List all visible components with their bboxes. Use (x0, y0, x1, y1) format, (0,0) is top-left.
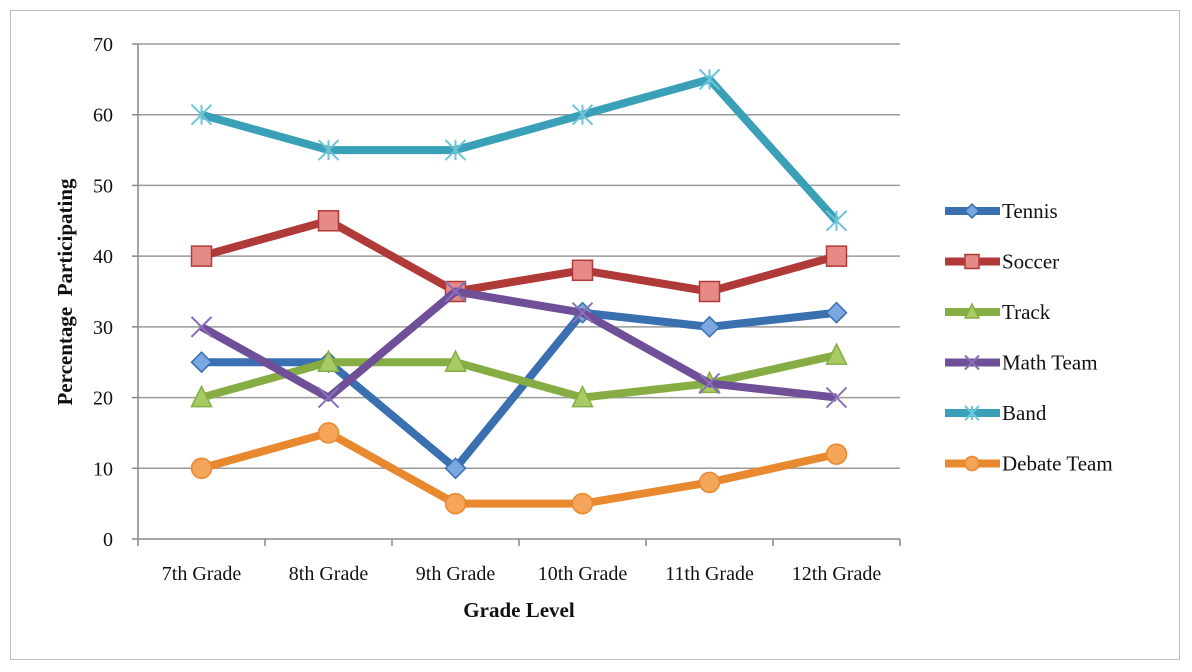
diamond-marker (825, 301, 848, 324)
legend-label: Track (1002, 300, 1051, 324)
x-axis-label: Grade Level (463, 598, 575, 622)
square-marker (190, 245, 213, 267)
circle-marker (317, 422, 340, 444)
triangle-marker (444, 349, 467, 372)
series-debate-team (190, 422, 848, 515)
x-marker (317, 386, 340, 409)
legend-item: Debate Team (945, 452, 1113, 476)
y-tick-label: 30 (93, 317, 113, 339)
x-marker-stroke (444, 280, 467, 303)
legend-label: Tennis (1002, 199, 1058, 223)
y-tick-label: 0 (103, 529, 113, 551)
legend-item: Math Team (945, 351, 1098, 375)
star-marker (825, 210, 848, 232)
y-axis-label: Percentage Participating (53, 178, 77, 406)
y-tick-label: 70 (93, 34, 113, 56)
y-tick-label: 20 (93, 388, 113, 410)
y-tick-label: 50 (93, 175, 113, 197)
star-marker (190, 104, 213, 126)
star-marker-stroke (317, 139, 340, 161)
star-marker (571, 104, 594, 126)
chart-frame (10, 10, 1180, 660)
legend-label: Soccer (1002, 250, 1059, 274)
legend-item: Soccer (945, 250, 1059, 274)
diamond-marker (444, 457, 467, 480)
x-tick-label: 9th Grade (416, 563, 496, 585)
square-marker (317, 210, 340, 232)
y-tick-label: 10 (93, 458, 113, 480)
series-line (200, 351, 838, 402)
star-marker (444, 139, 467, 161)
x-marker-stroke (571, 302, 594, 324)
series-band (190, 68, 848, 232)
circle-marker (698, 471, 721, 494)
x-marker (698, 372, 721, 395)
circle-marker (964, 455, 980, 472)
star-marker-stroke (444, 139, 467, 161)
series-line (199, 287, 837, 402)
x-marker-stroke (825, 386, 848, 409)
series-line (200, 75, 840, 224)
series-math-team (190, 280, 848, 409)
diamond-marker (963, 202, 981, 220)
x-marker (444, 280, 467, 303)
triangle-marker (825, 342, 848, 365)
triangle-marker (317, 349, 340, 372)
legend-item: Band (945, 401, 1047, 425)
star-marker-stroke (571, 104, 594, 126)
legend-label: Band (1002, 401, 1047, 425)
triangle-marker (571, 384, 594, 408)
y-tick-label: 40 (93, 246, 113, 268)
square-marker (698, 280, 721, 303)
legend-item: Track (945, 300, 1051, 324)
x-marker (571, 302, 594, 324)
square-marker (571, 259, 594, 282)
series-line (200, 216, 838, 296)
x-tick-label: 12th Grade (792, 563, 882, 585)
x-marker (190, 316, 213, 338)
star-marker-stroke (964, 405, 980, 421)
circle-marker (190, 457, 213, 480)
legend-label: Debate Team (1002, 452, 1113, 476)
x-tick-label: 8th Grade (289, 563, 369, 585)
triangle-marker (190, 384, 213, 408)
legend-item: Tennis (945, 199, 1058, 223)
series-line (201, 308, 837, 473)
star-marker-stroke (190, 104, 213, 126)
star-marker (698, 68, 721, 91)
diamond-marker (698, 315, 721, 338)
star-marker-stroke (825, 210, 848, 232)
legend-label: Math Team (1002, 351, 1098, 375)
x-tick-label: 7th Grade (162, 563, 242, 585)
x-tick-label: 11th Grade (665, 563, 754, 585)
circle-marker (444, 492, 467, 515)
x-tick-label: 10th Grade (538, 563, 628, 585)
circle-marker (571, 492, 594, 515)
y-tick-label: 60 (93, 105, 113, 127)
diamond-marker (190, 351, 213, 374)
x-marker (964, 354, 980, 371)
x-marker-stroke (698, 372, 721, 395)
square-marker (825, 245, 848, 267)
triangle-marker (963, 302, 981, 319)
series-line (200, 428, 838, 508)
x-marker-stroke (317, 386, 340, 409)
x-marker-stroke (190, 316, 213, 338)
star-marker (964, 405, 980, 421)
square-marker (964, 253, 980, 270)
circle-marker (825, 443, 848, 465)
star-marker-stroke (698, 68, 721, 91)
x-marker-stroke (964, 354, 980, 371)
star-marker (317, 139, 340, 161)
x-marker (825, 386, 848, 409)
